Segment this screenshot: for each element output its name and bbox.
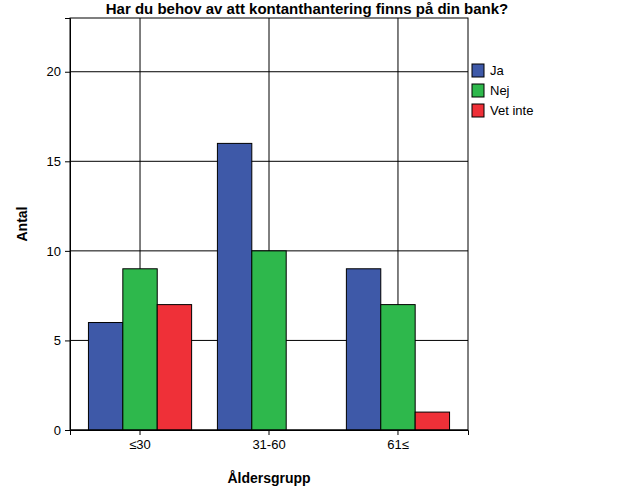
title: Har du behov av att kontanthantering fin… (106, 0, 509, 17)
legend-swatch (472, 104, 484, 117)
tick-mark (65, 161, 70, 162)
legend-item: Ja (472, 63, 505, 78)
tick: 61≤ (387, 430, 409, 452)
bar (157, 305, 191, 430)
x-axis: ≤30 31-60 61≤ (71, 430, 469, 452)
tick-mark (397, 430, 398, 435)
y-axis: 0 5 10 15 20 (47, 19, 71, 438)
axis-line (65, 19, 71, 431)
legend-label: Nej (490, 83, 510, 98)
bar (88, 323, 122, 430)
tick-label: ≤30 (129, 437, 151, 452)
tick-label: 15 (47, 154, 61, 169)
tick: 15 (47, 154, 70, 169)
bar (346, 269, 380, 430)
bar (252, 251, 286, 430)
tick-mark (269, 430, 270, 435)
tick: 5 (54, 333, 70, 348)
legend: Ja Nej Vet inte (472, 63, 533, 118)
legend-swatch (472, 64, 484, 77)
bar (381, 305, 415, 430)
tick-label: 20 (47, 64, 61, 79)
bar (415, 412, 449, 430)
x-axis-title: Åldersgrupp (227, 470, 310, 486)
grid (70, 18, 468, 430)
tick-label: 31-60 (252, 437, 285, 452)
tick-label: 0 (54, 423, 61, 438)
bar (217, 143, 251, 430)
tick-mark (65, 251, 70, 252)
tick: 20 (47, 64, 70, 79)
tick-mark (140, 430, 141, 435)
tick: ≤30 (129, 430, 151, 452)
plot-frame (70, 18, 468, 430)
tick: 0 (54, 423, 70, 438)
tick-label: 5 (54, 333, 61, 348)
bars (88, 143, 449, 430)
legend-item: Vet inte (472, 103, 533, 118)
tick-label: 10 (47, 244, 61, 259)
tick-mark (65, 72, 70, 73)
legend-item: Nej (472, 83, 510, 98)
tick-mark (65, 430, 70, 431)
chart: 0 5 10 15 20 ≤30 31-60 61≤ Har du behov av att k… (0, 0, 626, 501)
bar (123, 269, 157, 430)
tick-mark (65, 340, 70, 341)
tick: 31-60 (252, 430, 285, 452)
y-axis-title: Antal (14, 207, 30, 242)
tick-label: 61≤ (387, 437, 409, 452)
tick: 10 (47, 244, 70, 259)
legend-label: Vet inte (490, 103, 533, 118)
legend-swatch (472, 84, 484, 97)
legend-label: Ja (490, 63, 505, 78)
axis-line (71, 431, 469, 436)
plot: 0 5 10 15 20 ≤30 31-60 61≤ (47, 18, 469, 452)
